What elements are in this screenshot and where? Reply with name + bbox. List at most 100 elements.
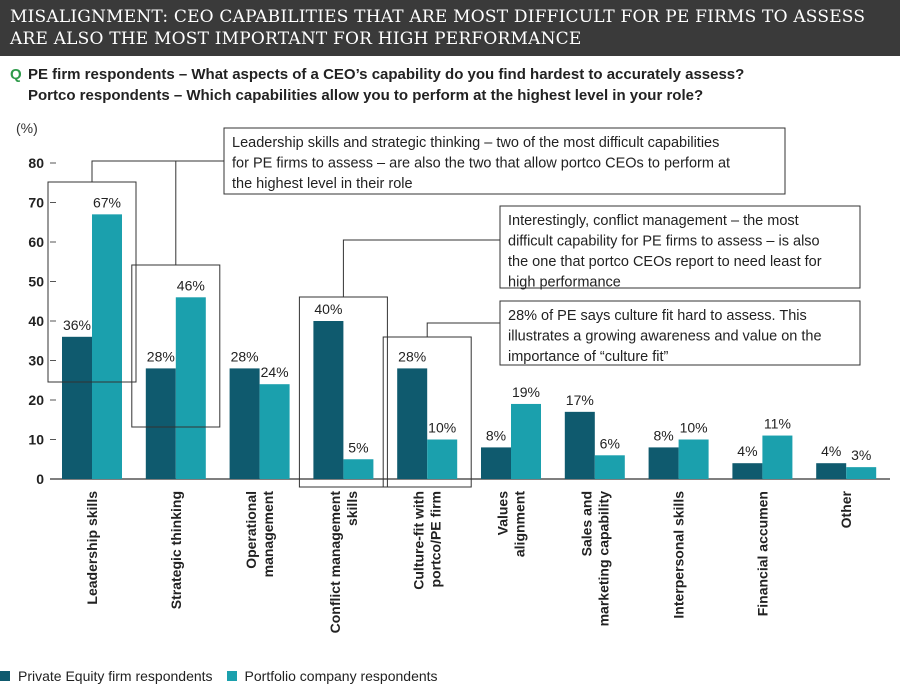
header-bar: Misalignment: CEO capabilities that are …	[0, 0, 900, 56]
annotation-line: Interestingly, conflict management – the…	[508, 213, 799, 229]
bar-pe	[62, 336, 92, 479]
bar-portco	[511, 403, 541, 479]
x-tick-label-line: Strategic thinking	[168, 491, 184, 609]
annotation-box-1	[223, 127, 786, 195]
y-tick-label: 60	[28, 234, 44, 250]
bar-portco	[92, 214, 122, 479]
x-tick-label-line: Leadership skills	[84, 491, 100, 605]
connector-leadership	[91, 160, 224, 182]
data-label-pe: 4%	[821, 443, 841, 459]
bar-portco	[846, 467, 877, 479]
annotation-line: Leadership skills and strategic thinking…	[232, 135, 719, 151]
legend-label-pe: Private Equity firm respondents	[18, 668, 213, 684]
x-tick-label: Culture-fit withportco/PE firm	[411, 491, 444, 590]
bar-pe	[564, 411, 595, 479]
annotation-box-2-text: Interestingly, conflict management – the…	[508, 213, 822, 291]
x-tick-label: Leadership skills	[84, 491, 100, 605]
data-label-pe: 28%	[398, 348, 426, 364]
bar-portco	[678, 439, 709, 479]
question-text-1: PE firm respondents – What aspects of a …	[28, 66, 745, 83]
data-label-portco: 3%	[851, 447, 871, 463]
x-tick-label-line: Financial accumen	[754, 491, 770, 616]
legend-label-portco: Portfolio company respondents	[244, 668, 438, 684]
x-tick-label: Financial accumen	[754, 491, 770, 616]
x-tick-label: Other	[838, 490, 854, 528]
data-label-portco: 24%	[261, 364, 289, 380]
data-label-pe: 4%	[737, 443, 757, 459]
annotation-box-3-text: 28% of PE says culture fit hard to asses…	[508, 308, 822, 365]
bar-pe	[229, 368, 260, 479]
question-line-2: Portco respondents – Which capabilities …	[28, 87, 704, 104]
annotation-line: the highest level in their role	[232, 176, 413, 192]
x-tick-label: Sales andmarketing capability	[578, 491, 611, 627]
legend-item-pe: Private Equity firm respondents	[0, 668, 213, 684]
data-label-pe: 28%	[231, 348, 259, 364]
y-tick-label: 80	[28, 155, 44, 171]
annotation-line: difficult capability for PE firms to ass…	[508, 234, 820, 250]
legend-item-portco: Portfolio company respondents	[226, 668, 438, 684]
x-tick-label: Valuesalignment	[495, 491, 528, 557]
bar-pe	[481, 447, 511, 479]
annotation-box-1-text: Leadership skills and strategic thinking…	[232, 135, 730, 192]
bar-pe	[313, 321, 344, 479]
x-tick-label-line: management	[260, 491, 276, 578]
annotation-line: the one that portco CEOs report to need …	[508, 254, 822, 270]
data-label-pe: 17%	[566, 392, 594, 408]
x-tick-label: Conflict managementskills	[327, 491, 360, 634]
legend-swatch-portco	[226, 671, 237, 681]
data-label-portco: 19%	[512, 384, 540, 400]
x-tick-label-line: Other	[838, 490, 854, 528]
connector-culture	[426, 322, 500, 337]
data-label-portco: 46%	[177, 277, 205, 293]
x-tick-label-line: portco/PE firm	[428, 491, 444, 587]
annotation-line: for PE firms to assess – are also the tw…	[232, 156, 730, 172]
x-tick-label: Operationalmanagement	[243, 491, 276, 578]
data-label-pe: 8%	[486, 427, 506, 443]
x-tick-label: Strategic thinking	[168, 491, 184, 609]
legend-swatch-pe	[0, 671, 10, 681]
annotation-line: importance of “culture fit”	[508, 349, 669, 365]
x-tick-label-line: Operational	[243, 491, 259, 569]
bar-portco	[343, 459, 374, 479]
x-tick-label-line: Values	[495, 491, 511, 536]
y-axis-unit-label: (%)	[16, 120, 38, 136]
bar-pe	[816, 463, 847, 479]
question-line-1: Q PE firm respondents – What aspects of a…	[10, 64, 890, 85]
annotation-line: illustrates a growing awareness and valu…	[508, 329, 822, 345]
y-tick-label: 0	[36, 471, 44, 487]
x-tick-label-line: alignment	[512, 491, 528, 557]
data-label-pe: 8%	[653, 427, 673, 443]
page-title: Misalignment: CEO capabilities that are …	[10, 7, 866, 49]
data-label-portco: 5%	[348, 439, 368, 455]
connector-conflict	[342, 239, 500, 297]
annotation-line: high performance	[508, 275, 621, 291]
bar-portco	[259, 384, 290, 479]
data-label-portco: 67%	[93, 194, 121, 210]
x-tick-label: Interpersonal skills	[671, 491, 687, 619]
y-tick-label: 20	[28, 392, 44, 408]
question-marker: Q	[10, 66, 22, 83]
data-label-pe: 36%	[63, 317, 91, 333]
y-tick-label: 50	[28, 274, 44, 290]
data-label-portco: 6%	[600, 435, 620, 451]
x-tick-label-line: marketing capability	[595, 491, 611, 627]
x-tick-label-line: Culture-fit with	[411, 491, 427, 590]
y-tick-label: 30	[28, 353, 44, 369]
bar-pe	[648, 447, 679, 479]
y-tick-label: 70	[28, 195, 44, 211]
x-tick-label-line: Sales and	[578, 491, 594, 556]
bar-portco	[762, 435, 793, 479]
data-label-portco: 10%	[680, 420, 708, 436]
data-label-portco: 10%	[428, 420, 456, 436]
y-tick-label: 10	[28, 432, 44, 448]
data-label-pe: 28%	[147, 348, 175, 364]
data-label-portco: 11%	[764, 416, 791, 432]
legend: Private Equity firm respondents Portfoli…	[0, 666, 452, 686]
bar-pe	[145, 368, 176, 479]
annotation-box-3	[499, 300, 861, 366]
annotation-line: 28% of PE says culture fit hard to asses…	[508, 308, 807, 324]
bar-pe	[732, 463, 763, 479]
annotation-box-2	[499, 205, 861, 289]
question-block: Q PE firm respondents – What aspects of a…	[10, 64, 890, 106]
